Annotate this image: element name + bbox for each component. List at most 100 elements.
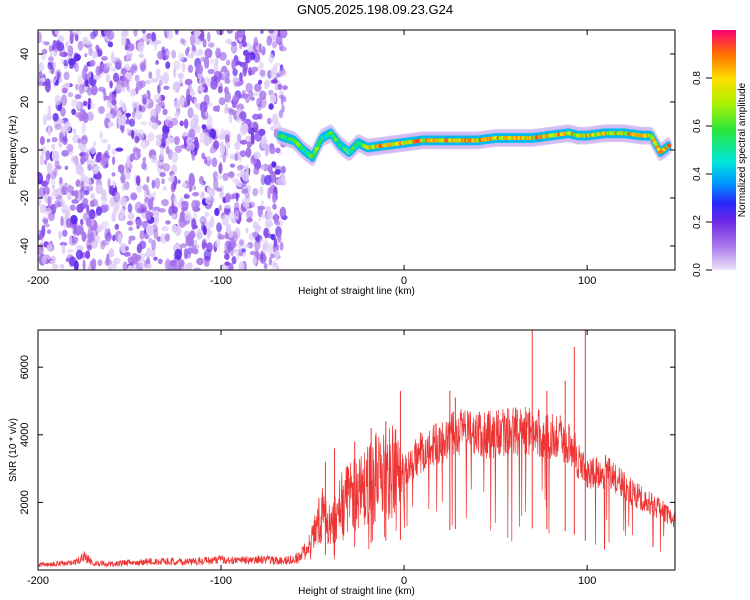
noise-cell: [154, 177, 161, 189]
noise-cell: [264, 145, 270, 157]
noise-cell: [64, 208, 71, 219]
noise-cell: [221, 214, 229, 227]
noise-cell: [82, 212, 90, 222]
noise-cell: [194, 36, 200, 45]
noise-cell: [86, 87, 92, 96]
noise-cell: [111, 212, 116, 222]
noise-cell: [131, 253, 139, 265]
noise-cell: [38, 62, 45, 72]
noise-cell: [72, 128, 77, 135]
noise-cell: [81, 231, 87, 243]
noise-cell: [199, 137, 204, 144]
noise-cell: [206, 115, 213, 126]
noise-cell: [260, 200, 265, 206]
noise-cell: [74, 53, 81, 61]
noise-cell: [223, 249, 231, 255]
noise-cell: [61, 87, 68, 94]
noise-cell: [155, 103, 161, 114]
noise-cell: [67, 92, 74, 98]
noise-cell: [125, 119, 132, 125]
noise-cell: [125, 112, 131, 118]
noise-cell: [38, 70, 43, 79]
noise-cell: [232, 103, 237, 108]
noise-cell: [230, 41, 237, 47]
noise-cell: [56, 165, 62, 170]
noise-cell: [239, 72, 243, 82]
noise-cell: [174, 248, 182, 260]
noise-cell: [148, 237, 152, 244]
noise-cell: [50, 171, 57, 180]
noise-cell: [81, 122, 86, 135]
noise-cell: [194, 114, 199, 126]
noise-cell: [122, 115, 127, 123]
noise-cell: [58, 230, 62, 240]
noise-cell: [219, 141, 224, 148]
noise-cell: [232, 94, 240, 104]
snr-xlabel: Height of straight line (km): [298, 586, 415, 597]
noise-cell: [264, 227, 268, 239]
noise-cell: [69, 234, 73, 246]
colorbar: [712, 30, 736, 270]
noise-cell: [111, 172, 116, 177]
noise-cell: [171, 213, 176, 219]
noise-cell: [253, 151, 261, 160]
noise-cell: [156, 163, 163, 174]
noise-cell: [47, 56, 54, 62]
noise-cell: [181, 182, 188, 188]
noise-cell: [120, 173, 126, 184]
noise-cell: [241, 248, 246, 253]
noise-cell: [191, 218, 197, 230]
noise-cell: [225, 240, 231, 247]
noise-cell: [228, 211, 236, 221]
noise-cell: [231, 59, 236, 70]
noise-cell: [39, 136, 45, 146]
noise-cell: [162, 72, 170, 84]
noise-cell: [61, 244, 66, 255]
noise-cell: [90, 146, 97, 155]
noise-cell: [51, 150, 60, 162]
noise-cell: [100, 240, 106, 250]
noise-cell: [125, 246, 129, 251]
noise-cell: [162, 131, 168, 140]
noise-cell: [259, 90, 267, 100]
noise-cell: [130, 64, 135, 77]
noise-cell: [262, 243, 267, 249]
noise-cell: [151, 239, 157, 251]
noise-cell: [64, 165, 69, 170]
noise-cell: [46, 113, 52, 121]
noise-cell: [70, 155, 77, 164]
noise-cell: [188, 172, 195, 182]
noise-cell: [217, 85, 223, 94]
noise-cell: [241, 123, 249, 133]
noise-cell: [148, 71, 153, 79]
noise-cell: [73, 228, 77, 235]
noise-cell: [142, 157, 147, 163]
noise-cell: [155, 134, 164, 140]
noise-cell: [261, 214, 266, 219]
noise-cell: [139, 257, 145, 268]
noise-cell: [59, 264, 65, 269]
noise-cell: [67, 194, 72, 200]
noise-cell: [92, 30, 99, 37]
noise-cell: [245, 227, 249, 234]
noise-cell: [253, 83, 262, 92]
heatmap-xtick-label: 100: [578, 275, 596, 287]
noise-cell: [206, 77, 212, 87]
noise-cell: [142, 201, 149, 208]
noise-cell: [235, 117, 242, 123]
heatmap-ytick-label: 40: [19, 48, 31, 60]
noise-cell: [258, 216, 262, 223]
noise-cell: [195, 63, 204, 75]
noise-cell: [117, 233, 123, 245]
noise-cell: [99, 130, 104, 140]
noise-cell: [215, 47, 222, 59]
noise-cell: [167, 30, 173, 40]
noise-cell: [112, 104, 118, 117]
noise-cell: [241, 171, 250, 182]
noise-cell: [204, 260, 210, 267]
noise-cell: [66, 143, 74, 153]
noise-cell: [192, 191, 200, 197]
heatmap-cells: [38, 30, 673, 270]
noise-cell: [40, 146, 46, 155]
noise-cell: [38, 244, 44, 256]
